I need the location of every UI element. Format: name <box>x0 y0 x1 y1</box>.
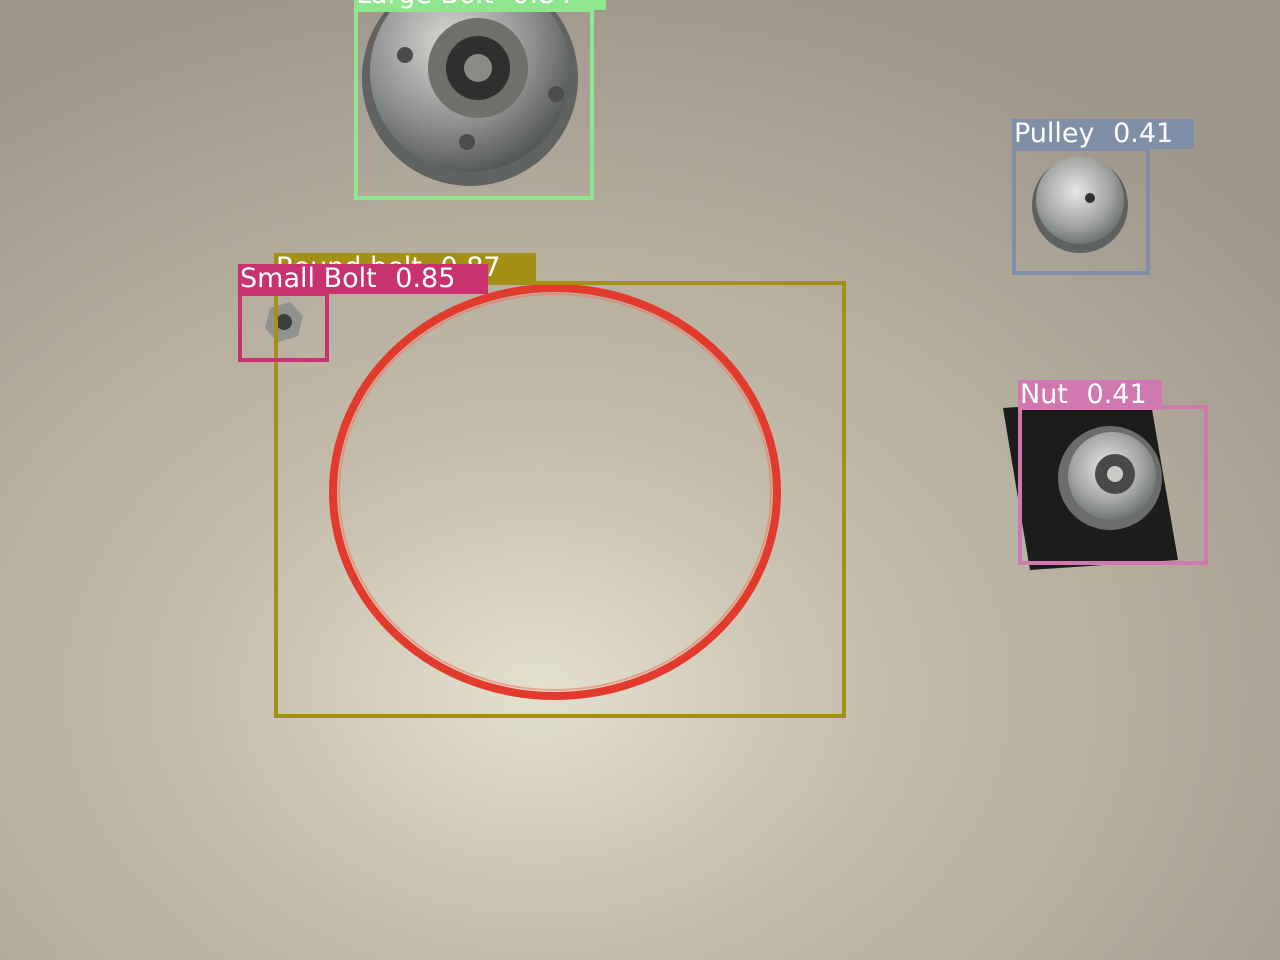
round-belt-object <box>329 284 781 700</box>
label-text: Small Bolt <box>240 264 377 294</box>
detection-label-large-bolt: Large Bolt 0.84 <box>354 0 606 10</box>
label-text: Large Bolt <box>356 0 494 10</box>
detection-box-small-bolt <box>238 292 329 362</box>
label-text: Pulley <box>1014 119 1095 149</box>
label-text: Nut <box>1020 380 1068 410</box>
detection-box-large-bolt <box>354 8 594 200</box>
score-text: 0.84 <box>512 0 572 10</box>
detection-label-nut: Nut 0.41 <box>1018 380 1162 410</box>
pulley-object <box>1032 156 1128 253</box>
large-bolt-object <box>362 0 578 186</box>
score-text: 0.85 <box>395 264 456 294</box>
score-text: 0.41 <box>1086 380 1147 410</box>
detection-box-round-belt <box>274 281 846 718</box>
detection-box-nut <box>1018 405 1208 565</box>
score-text: 0.41 <box>1113 119 1174 149</box>
detection-label-small-bolt: Small Bolt 0.85 <box>238 264 488 294</box>
detection-box-pulley <box>1012 147 1150 275</box>
detection-label-pulley: Pulley 0.41 <box>1012 119 1194 149</box>
nut-object <box>1003 398 1178 570</box>
